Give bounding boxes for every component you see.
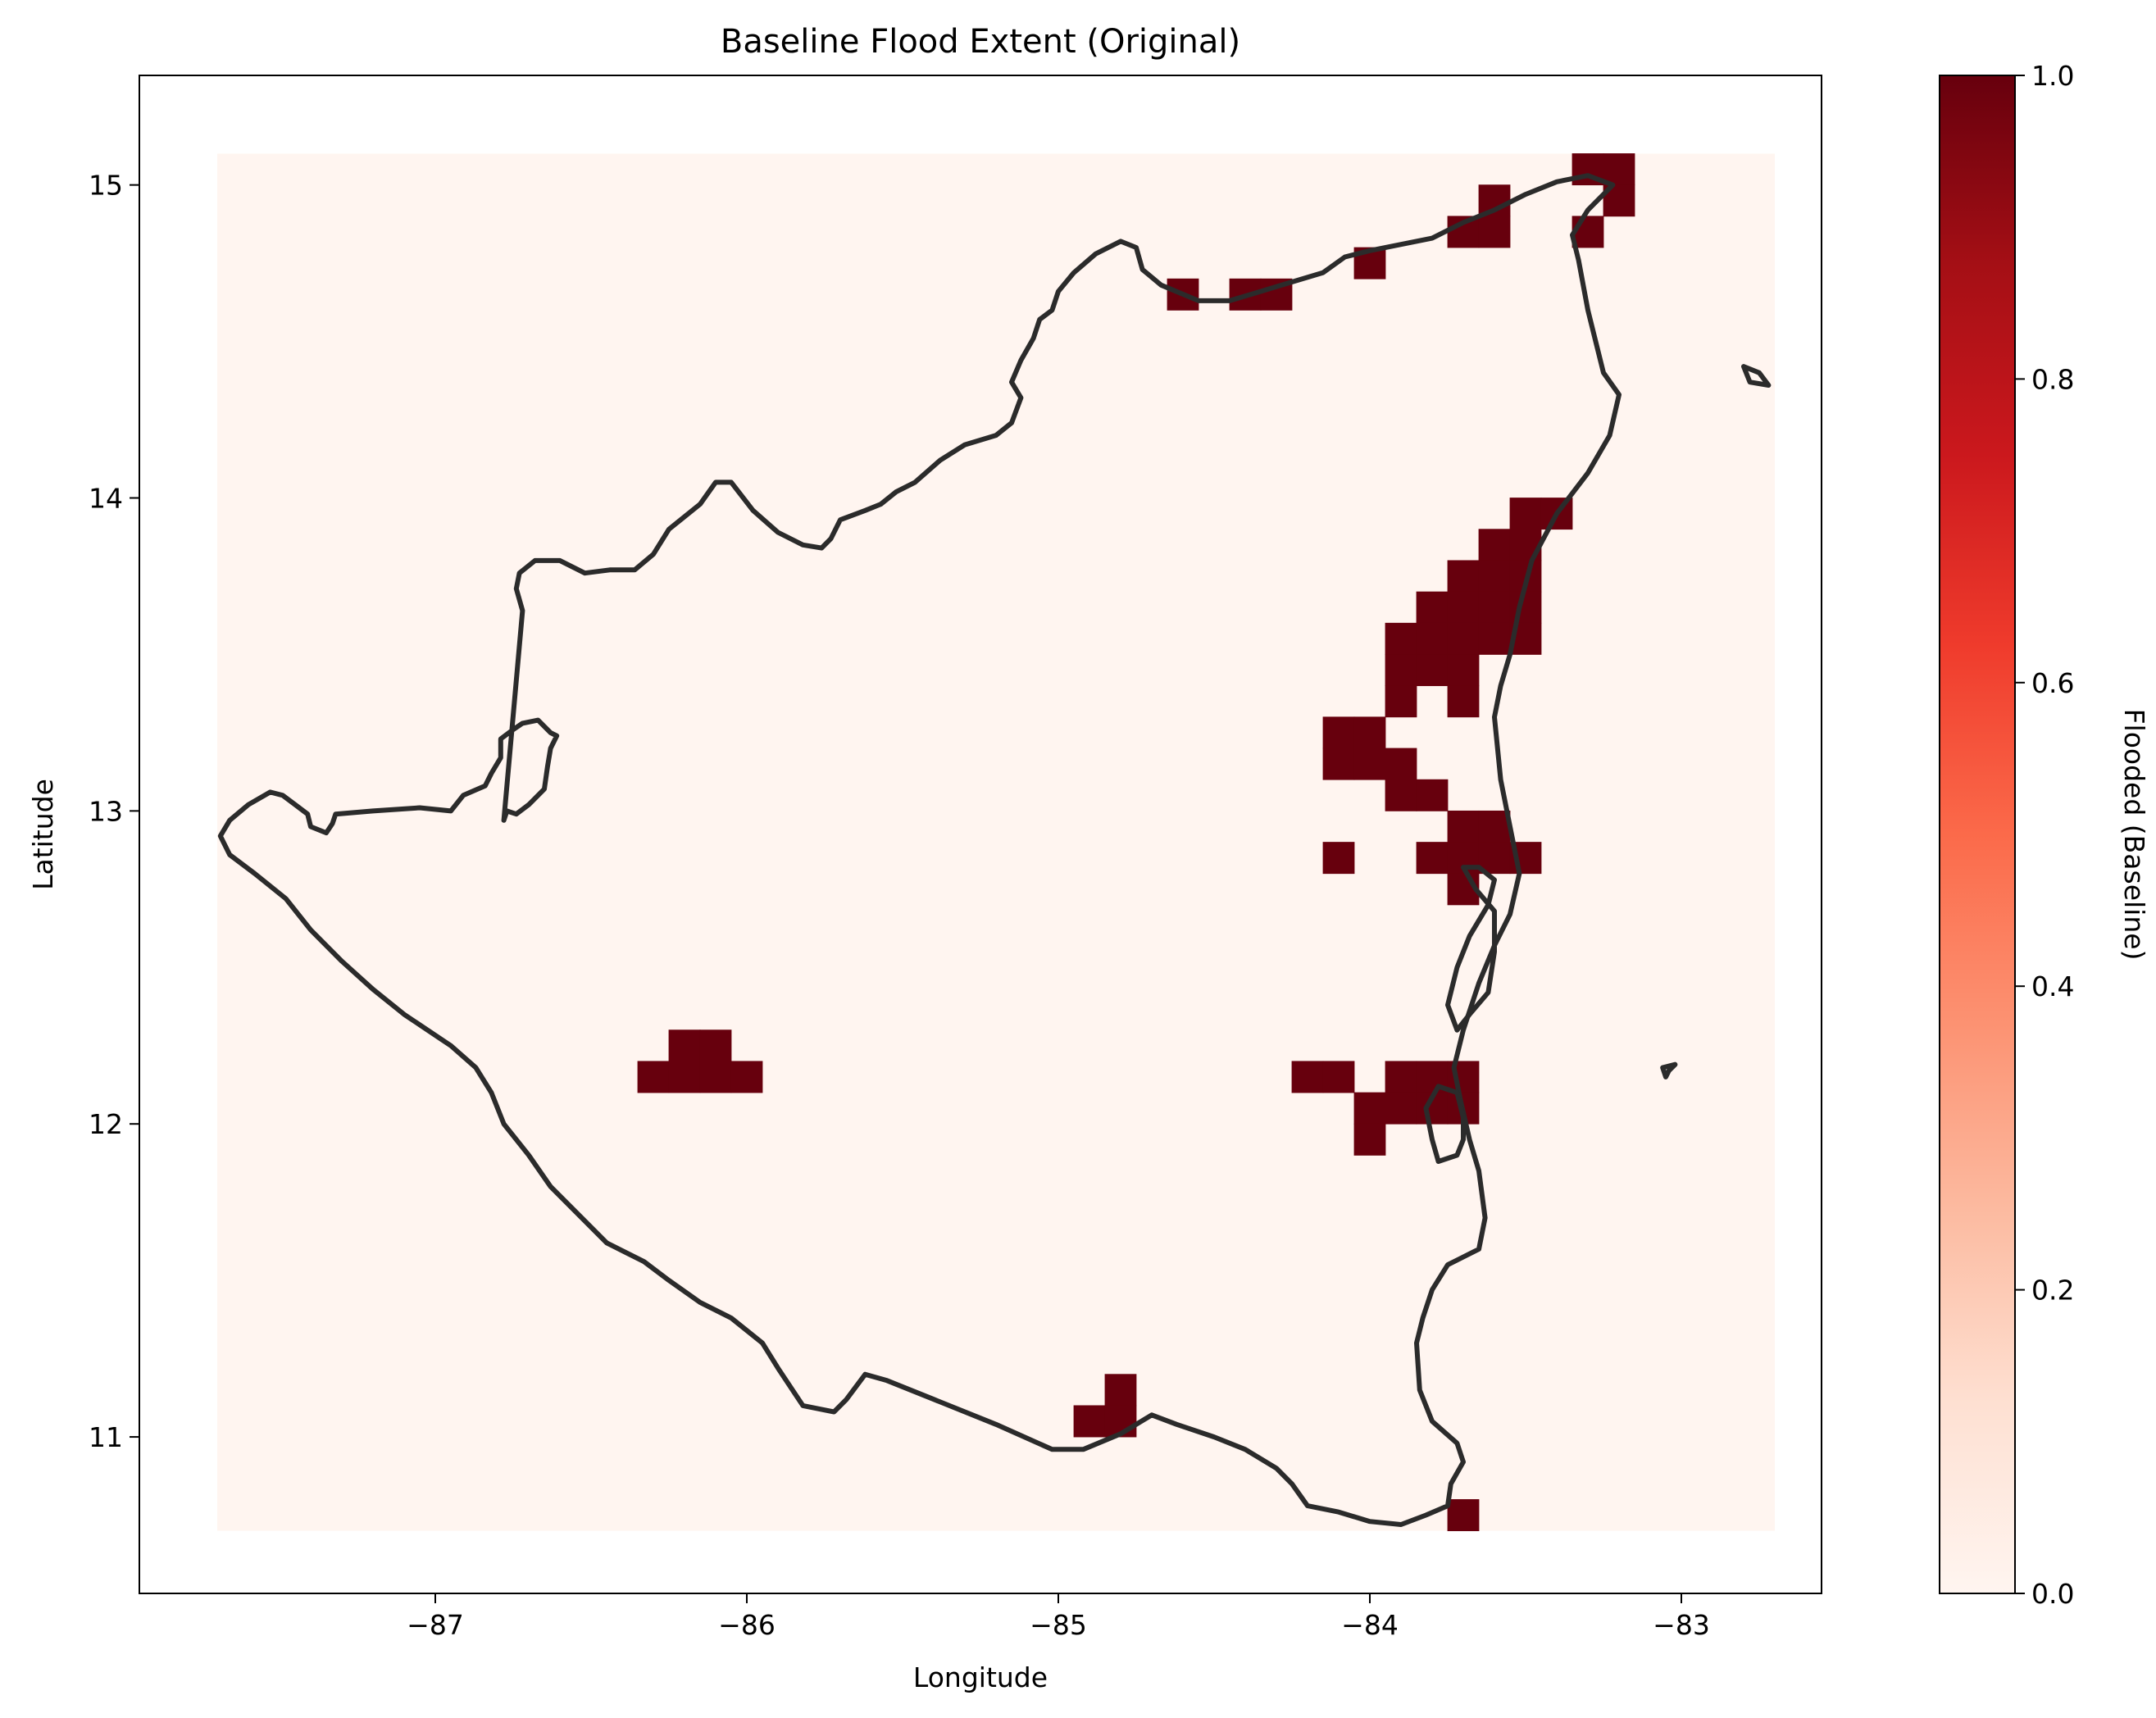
x-axis-label: Longitude (913, 1661, 1048, 1693)
colorbar-tick-label: 0.2 (2031, 1275, 2074, 1307)
flooded-cell (1509, 591, 1542, 624)
x-tick-label: −86 (718, 1609, 776, 1641)
flooded-cell (699, 1061, 732, 1093)
island-outline (1660, 1061, 1678, 1079)
flooded-cell (1509, 498, 1542, 530)
colorbar-tick-label: 1.0 (2031, 60, 2074, 92)
colorbar-tick-label: 0.6 (2031, 667, 2074, 699)
flooded-cell (1416, 842, 1449, 875)
colorbar-label: Flooded (Baseline) (2118, 709, 2150, 961)
flooded-cell (1447, 591, 1480, 624)
flooded-cell (1572, 216, 1604, 248)
colorbar-tick-label: 0.8 (2031, 363, 2074, 395)
flooded-cell (1353, 1123, 1386, 1156)
colorbar-ticks: 0.0 0.2 0.4 0.6 0.8 1.0 (2015, 60, 2074, 1610)
flooded-cell (1447, 810, 1480, 843)
x-tick-label: −84 (1341, 1609, 1399, 1641)
flooded-cell (1385, 779, 1417, 811)
flooded-cell (1104, 1374, 1137, 1407)
flooded-cell (637, 1061, 670, 1093)
flooded-cell (1073, 1405, 1106, 1438)
flooded-cell (1291, 1061, 1324, 1093)
flooded-cell (1385, 654, 1417, 687)
flooded-cell (1353, 748, 1386, 780)
y-tick-label: 14 (89, 483, 123, 515)
flooded-cell (699, 1029, 732, 1062)
flooded-cell (1322, 1061, 1355, 1093)
y-tick-label: 11 (89, 1421, 123, 1453)
flooded-cell (1416, 654, 1449, 687)
x-tick-label: −83 (1653, 1609, 1710, 1641)
flooded-cell (1447, 654, 1480, 687)
flooded-cell (1353, 1092, 1386, 1125)
flooded-cell (1385, 1092, 1417, 1125)
flooded-cell (1447, 560, 1480, 593)
island-outline (1423, 1084, 1466, 1164)
y-tick-label: 15 (89, 170, 123, 202)
flooded-cell (1322, 842, 1355, 875)
y-axis-label: Latitude (27, 779, 59, 890)
flooded-cell (1478, 560, 1511, 593)
x-tick-label: −87 (407, 1609, 464, 1641)
flooded-cell (1322, 748, 1355, 780)
flooded-cell (1478, 591, 1511, 624)
x-tick-label: −85 (1030, 1609, 1087, 1641)
flooded-cell (1478, 529, 1511, 561)
flooded-cell (1478, 622, 1511, 655)
coastline-outline (217, 173, 1772, 1527)
flooded-cell (1385, 622, 1417, 655)
y-axis-ticks: 11 12 13 14 15 (89, 170, 139, 1453)
y-tick-label: 12 (89, 1108, 123, 1140)
colorbar (1939, 75, 2016, 1594)
y-tick-label: 13 (89, 795, 123, 827)
flooded-cell (1603, 153, 1635, 186)
island-outline (1741, 364, 1772, 388)
flooded-cells (637, 153, 1635, 1532)
flooded-cell (1353, 716, 1386, 749)
flooded-cell (668, 1061, 701, 1093)
flooded-cell (668, 1029, 701, 1062)
island-outline (1445, 865, 1497, 1033)
flooded-cell (1447, 685, 1480, 718)
flooded-cell (1416, 779, 1449, 811)
flooded-cell (1447, 1499, 1480, 1532)
flooded-cell (1416, 591, 1449, 624)
chart-title: Baseline Flood Extent (Original) (721, 23, 1240, 61)
flooded-cell (1478, 216, 1511, 248)
flooded-cell (1385, 685, 1417, 718)
flooded-cell (1447, 622, 1480, 655)
x-axis-ticks: −87 −86 −85 −84 −83 (407, 1593, 1710, 1641)
country-outline (217, 173, 1622, 1527)
flooded-cell (1478, 810, 1511, 843)
flooded-cell (1416, 622, 1449, 655)
flooded-cell (730, 1061, 763, 1093)
plot-area (217, 153, 1775, 1532)
colorbar-tick-label: 0.0 (2031, 1578, 2074, 1610)
flooded-cell (1385, 748, 1417, 780)
colorbar-tick-label: 0.4 (2031, 970, 2074, 1002)
flooded-cell (1385, 1061, 1417, 1093)
flooded-cell (1322, 716, 1355, 749)
axes-frame (139, 75, 1822, 1594)
